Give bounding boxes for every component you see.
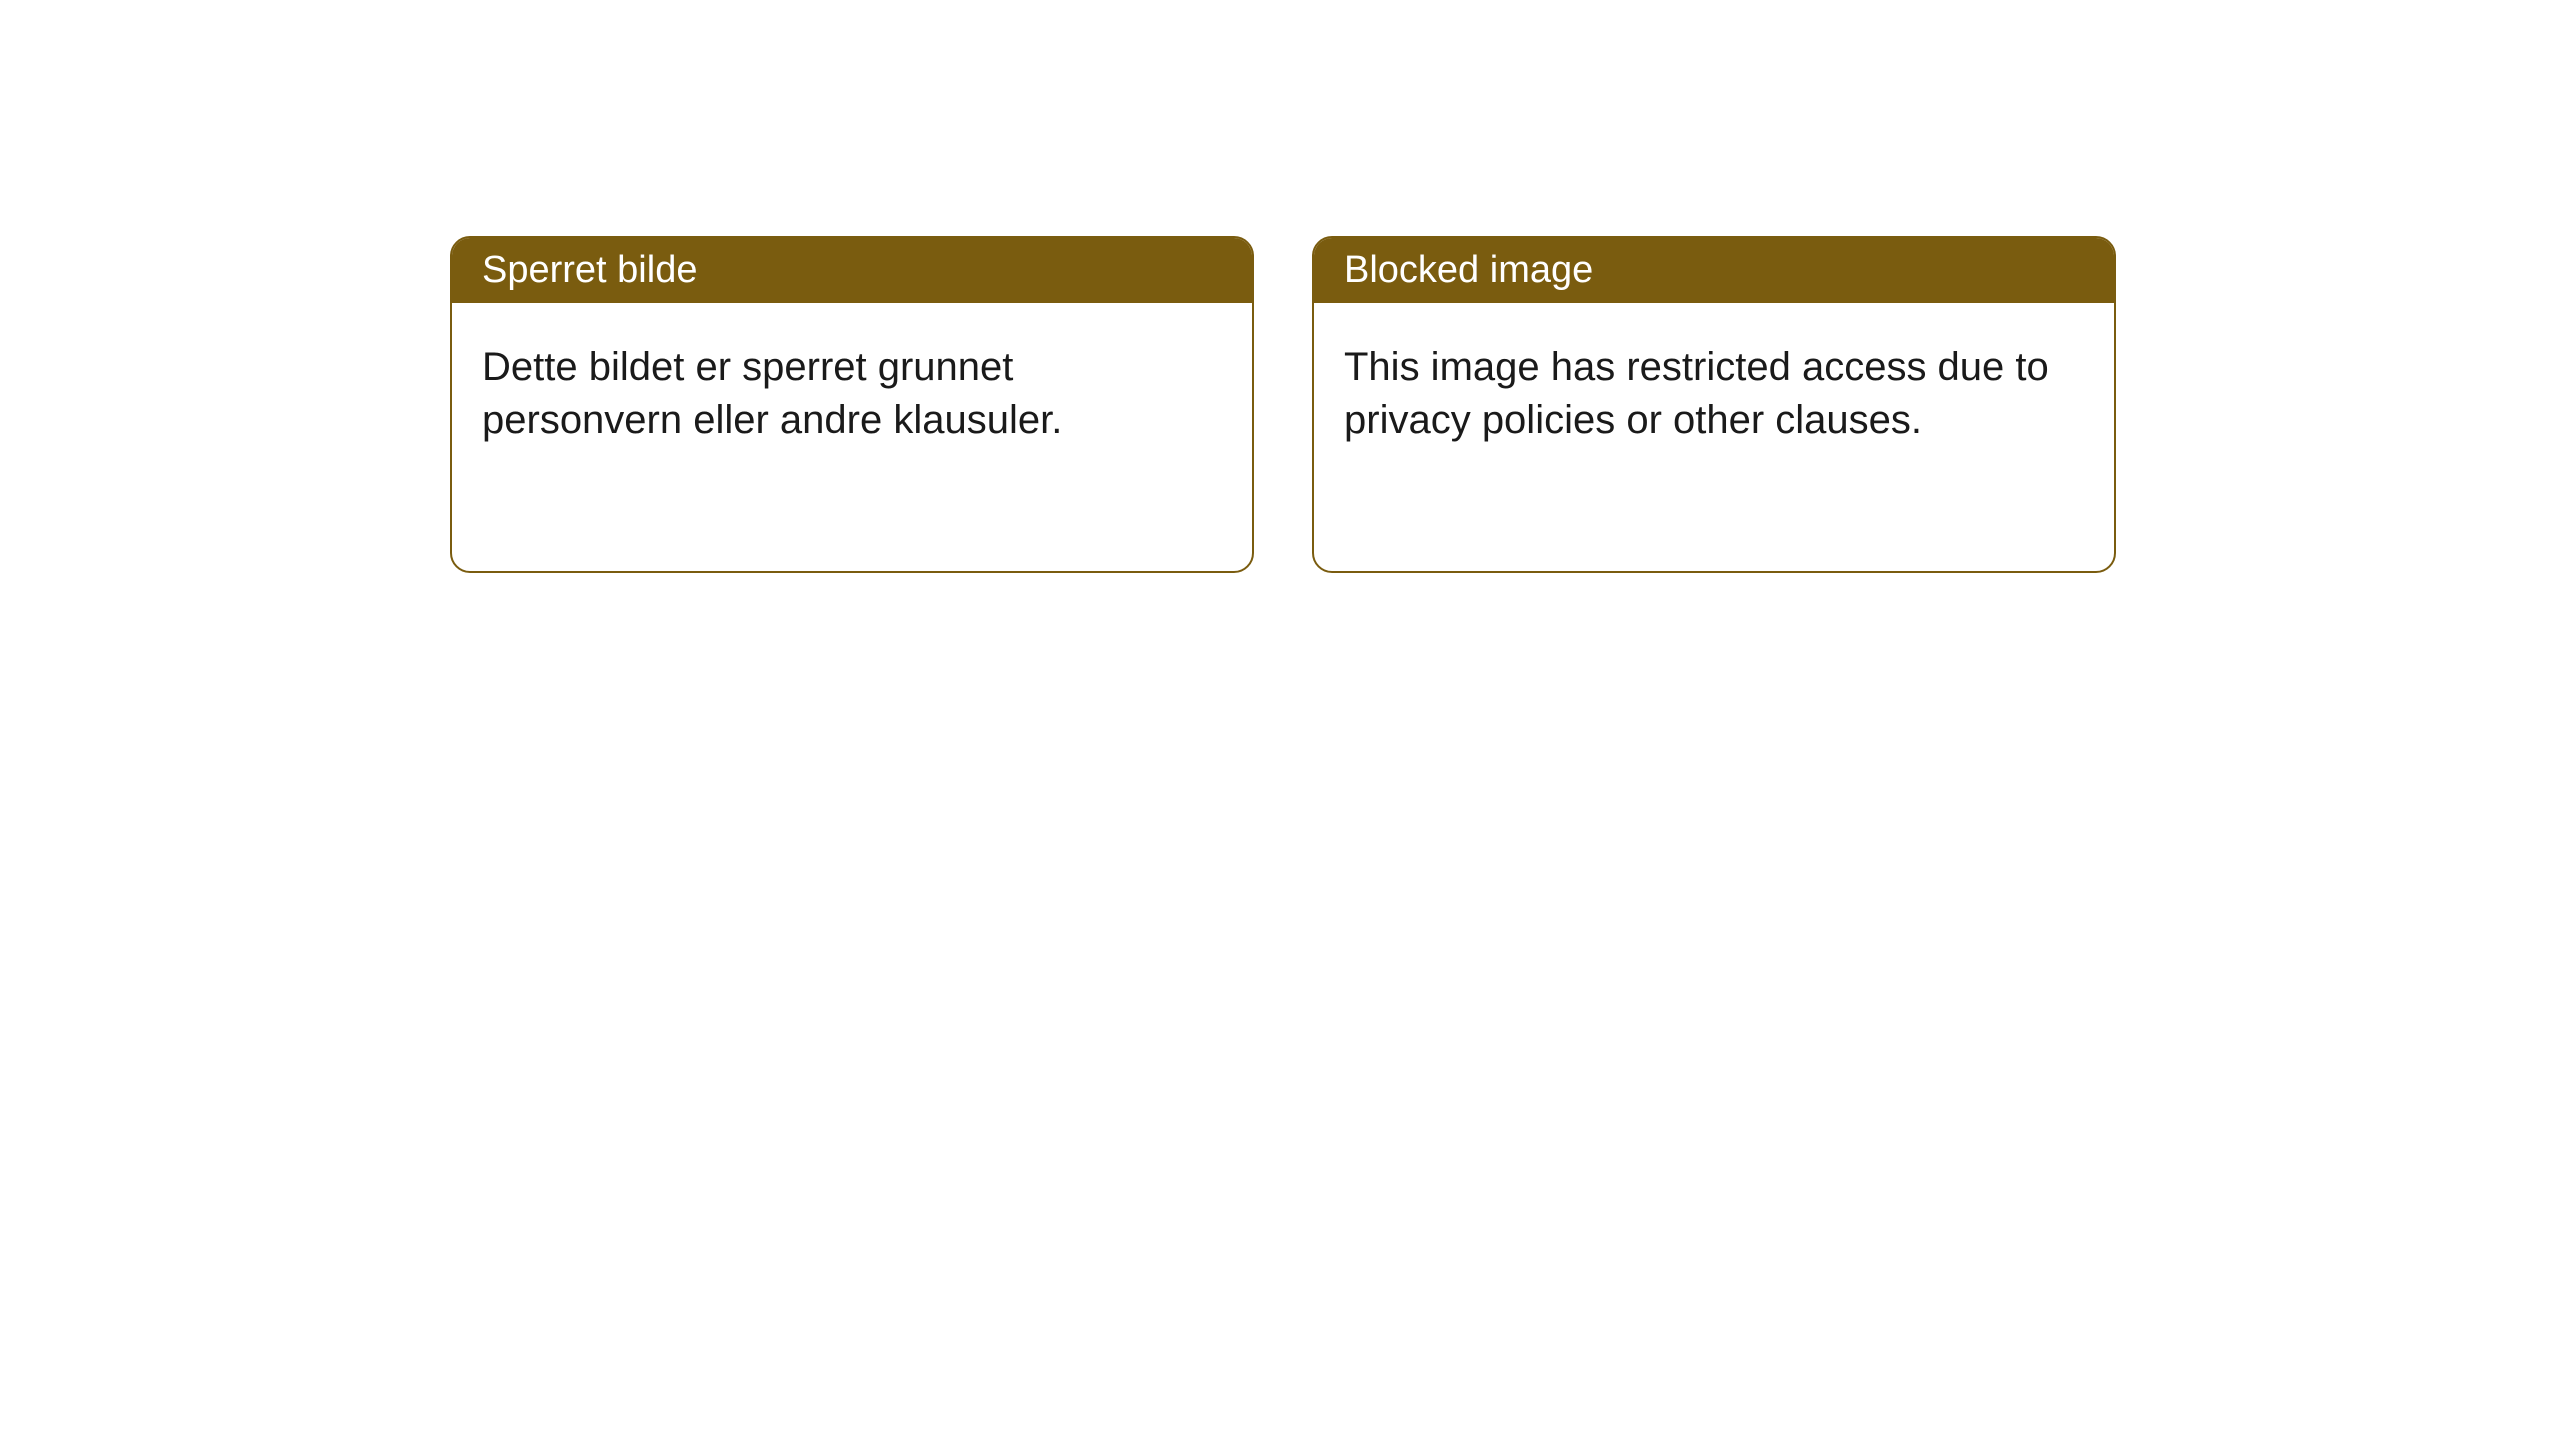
card-title: Blocked image <box>1344 249 1593 291</box>
card-body-text: This image has restricted access due to … <box>1344 345 2049 442</box>
card-title: Sperret bilde <box>482 249 697 291</box>
blocked-image-card-norwegian: Sperret bilde Dette bildet er sperret gr… <box>450 236 1254 573</box>
card-body-text: Dette bildet er sperret grunnet personve… <box>482 345 1062 442</box>
blocked-image-notices: Sperret bilde Dette bildet er sperret gr… <box>450 236 2116 573</box>
card-header: Blocked image <box>1314 238 2114 303</box>
card-header: Sperret bilde <box>452 238 1252 303</box>
card-body: This image has restricted access due to … <box>1314 303 2114 485</box>
card-body: Dette bildet er sperret grunnet personve… <box>452 303 1252 485</box>
blocked-image-card-english: Blocked image This image has restricted … <box>1312 236 2116 573</box>
